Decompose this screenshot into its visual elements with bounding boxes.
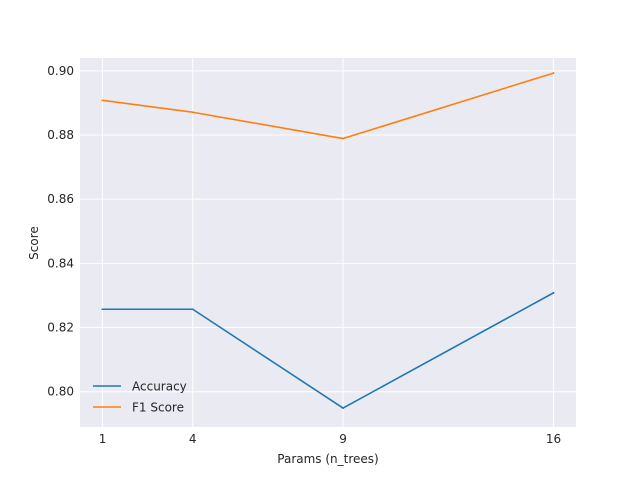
x-tick-label: 16	[546, 432, 561, 446]
y-tick-label: 0.86	[47, 192, 74, 206]
data-point	[342, 407, 344, 409]
legend-label: Accuracy	[132, 380, 187, 394]
series-line-accuracy	[101, 291, 555, 409]
x-tick-label: 1	[99, 432, 107, 446]
plot-area	[80, 58, 576, 427]
legend: Accuracy F1 Score	[93, 380, 187, 415]
data-point	[552, 72, 555, 74]
x-tick-label: 9	[339, 432, 347, 446]
data-point	[101, 99, 104, 102]
data-point	[191, 111, 194, 114]
x-axis-label: Params (n_trees)	[277, 452, 378, 466]
y-tick-label: 0.88	[47, 128, 74, 142]
y-tick-label: 0.84	[47, 256, 74, 270]
y-tick-labels: 0.80 0.82 0.84 0.86 0.88 0.90	[47, 64, 74, 399]
y-tick-label: 0.80	[47, 385, 74, 399]
legend-label: F1 Score	[132, 401, 184, 415]
y-tick-label: 0.82	[47, 321, 74, 335]
series-layer	[101, 72, 555, 409]
data-point	[552, 291, 555, 294]
x-tick-labels: 1 4 9 16	[99, 432, 561, 446]
x-tick-label: 4	[189, 432, 197, 446]
series-line-f1-score	[101, 72, 555, 140]
y-tick-label: 0.90	[47, 64, 74, 78]
data-point	[342, 137, 344, 140]
data-point	[191, 308, 194, 311]
y-axis-label: Score	[27, 226, 41, 260]
grid-lines	[80, 58, 576, 427]
data-point	[101, 308, 104, 311]
